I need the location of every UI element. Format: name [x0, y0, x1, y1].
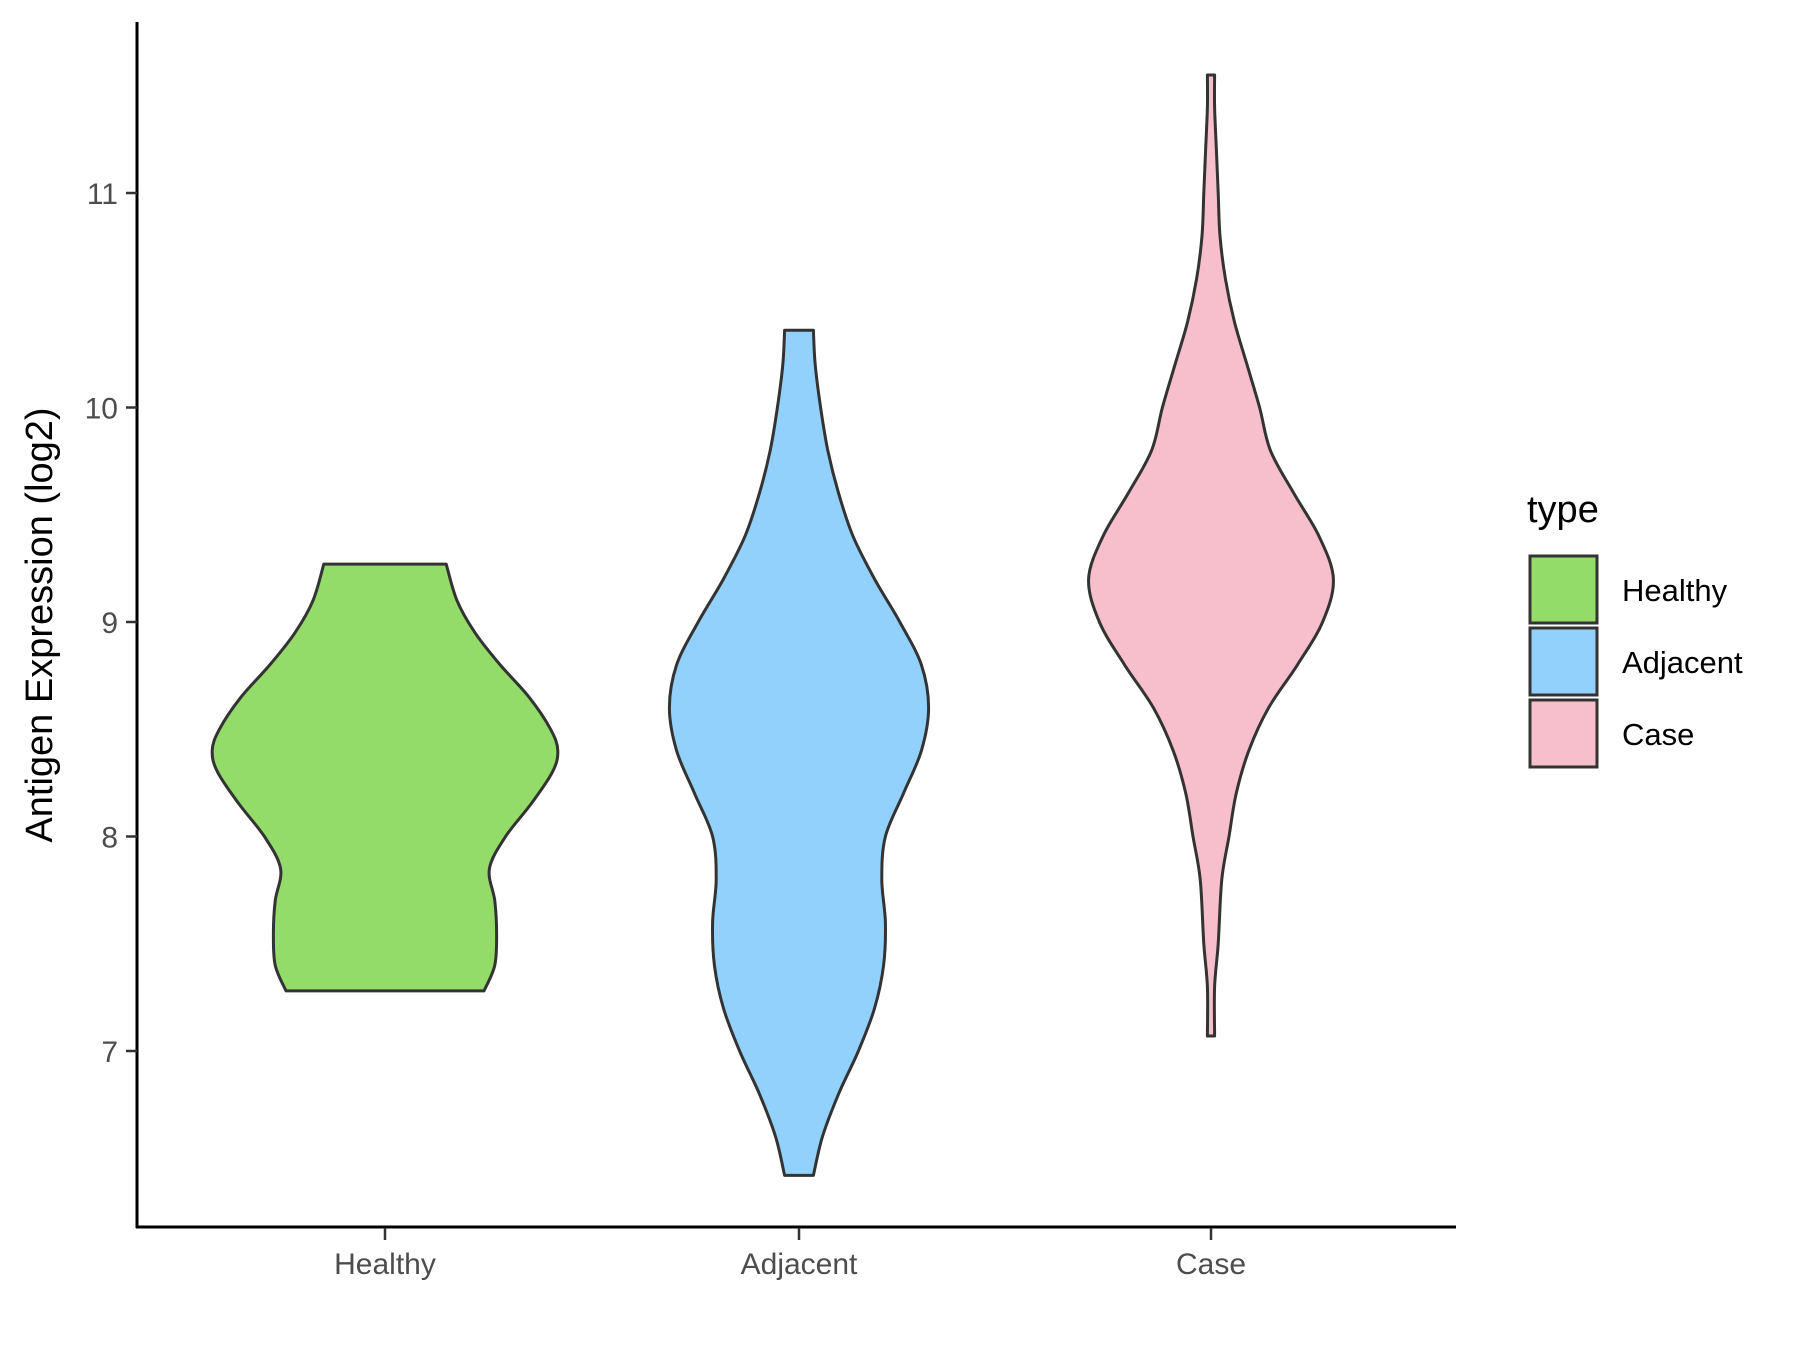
- legend-swatch-adjacent: [1528, 626, 1599, 697]
- legend-title: type: [1527, 489, 1599, 531]
- violin-healthy: [210, 562, 560, 993]
- legend: type Healthy Adjacent Case: [1527, 489, 1743, 769]
- y-tick-label: 10: [85, 393, 118, 426]
- legend-label-healthy: Healthy: [1622, 573, 1728, 608]
- x-axis-ticks: Healthy Adjacent Case: [334, 1228, 1246, 1281]
- x-tick-label: Adjacent: [741, 1248, 858, 1281]
- legend-swatch-healthy: [1528, 554, 1599, 625]
- legend-label-case: Case: [1622, 717, 1694, 752]
- legend-label-adjacent: Adjacent: [1622, 645, 1743, 680]
- y-tick-label: 11: [87, 178, 118, 211]
- violin-layer: [210, 73, 1335, 1177]
- violin-adjacent: [667, 328, 931, 1177]
- y-tick-label: 9: [101, 607, 118, 640]
- violin-case: [1087, 73, 1335, 1038]
- legend-swatch-case: [1528, 698, 1599, 769]
- y-axis-title: Antigen Expression (log2): [19, 407, 61, 842]
- y-tick-label: 7: [101, 1036, 118, 1069]
- y-axis-ticks: 7 8 9 10 11: [85, 178, 137, 1069]
- legend-items: Healthy Adjacent Case: [1528, 554, 1743, 769]
- x-tick-label: Case: [1176, 1248, 1246, 1281]
- x-tick-label: Healthy: [334, 1248, 436, 1281]
- y-tick-label: 8: [101, 822, 118, 855]
